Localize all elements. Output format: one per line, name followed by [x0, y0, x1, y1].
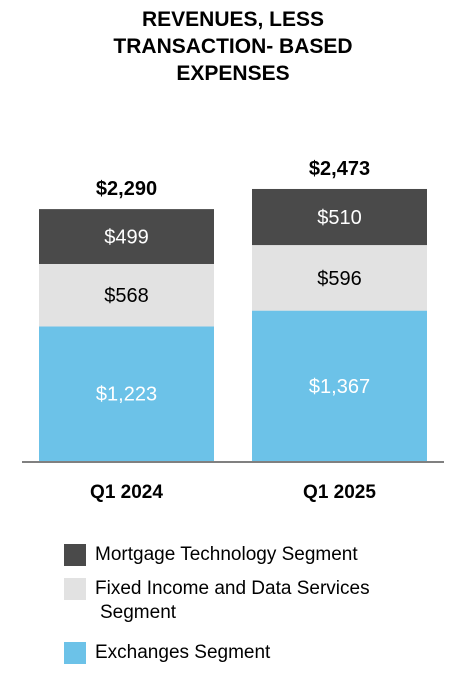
legend-label-exchanges: Exchanges Segment [95, 642, 271, 663]
chart-title-line-3: EXPENSES [176, 62, 290, 85]
x-tick-label-q1-2024: Q1 2024 [90, 482, 163, 503]
total-label-q1-2024: $2,290 [96, 178, 157, 200]
x-tick-label-q1-2025: Q1 2025 [303, 482, 376, 503]
legend-label-fixed-income-line-1: Fixed Income and Data Services [95, 578, 370, 599]
legend-label-fixed-income: Fixed Income and Data Services Segment [95, 577, 435, 625]
legend-item-mortgage-technology: Mortgage Technology Segment [64, 540, 464, 574]
bar-mortgage-technology-segment-q1-2025 [252, 188, 427, 246]
bar-fixed-income-and-data-services-segment-q1-2024 [39, 263, 214, 327]
chart-title: REVENUES, LESS TRANSACTION- BASED EXPENS… [0, 6, 466, 87]
bar-exchanges-segment-q1-2024 [39, 326, 214, 461]
legend-item-exchanges: Exchanges Segment [64, 638, 464, 672]
total-label-q1-2025: $2,473 [309, 158, 370, 180]
legend-swatch-fixed-income [64, 578, 86, 600]
data-label-fixed-income-and-data-services-segment-q1-2025: $596 [317, 268, 362, 290]
chart-title-line-2: TRANSACTION- BASED [113, 35, 353, 58]
bar-mortgage-technology-segment-q1-2024 [39, 209, 214, 264]
bar-exchanges-segment-q1-2025 [252, 310, 427, 461]
chart-legend: Mortgage Technology Segment Fixed Income… [64, 540, 464, 672]
stacked-bar-chart: $1,223 $568 $499 $2,290 Q1 2024 $1,367 $596 $51… [22, 158, 444, 503]
data-label-fixed-income-and-data-services-segment-q1-2024: $568 [104, 285, 149, 307]
legend-swatch-mortgage-technology [64, 544, 86, 566]
legend-label-fixed-income-line-2: Segment [100, 602, 177, 623]
data-label-mortgage-technology-segment-q1-2025: $510 [317, 207, 362, 229]
legend-swatch-exchanges [64, 642, 86, 664]
data-label-exchanges-segment-q1-2025: $1,367 [309, 376, 370, 398]
bar-fixed-income-and-data-services-segment-q1-2025 [252, 245, 427, 311]
data-label-mortgage-technology-segment-q1-2024: $499 [104, 227, 149, 249]
data-label-exchanges-segment-q1-2024: $1,223 [96, 384, 157, 406]
legend-label-mortgage-technology: Mortgage Technology Segment [95, 544, 358, 565]
legend-item-fixed-income: Fixed Income and Data Services Segment [64, 574, 464, 638]
chart-title-line-1: REVENUES, LESS [141, 8, 325, 31]
